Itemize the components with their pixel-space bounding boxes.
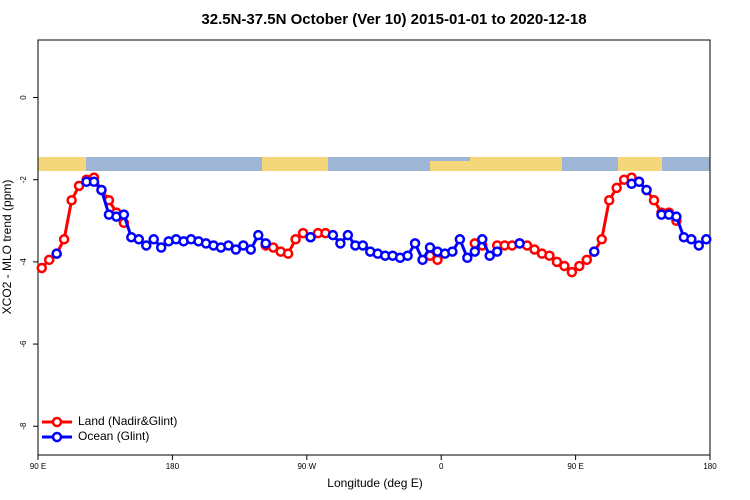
- data-point: [574, 260, 585, 272]
- data-point: [693, 240, 705, 251]
- legend-marker: [51, 416, 63, 428]
- data-point: [484, 250, 495, 261]
- data-point: [148, 234, 159, 245]
- data-point: [43, 254, 55, 266]
- data-point: [469, 246, 481, 257]
- legend-label: Ocean (Glint): [78, 429, 149, 443]
- data-point: [58, 234, 70, 245]
- data-point: [260, 238, 271, 249]
- y-tick-label: 0: [19, 95, 28, 100]
- data-point: [36, 262, 47, 274]
- data-point: [701, 234, 712, 245]
- data-point: [305, 231, 316, 243]
- data-point: [297, 227, 309, 239]
- data-point: [581, 254, 593, 266]
- x-tick-label: 180: [166, 462, 180, 471]
- data-point: [477, 234, 488, 245]
- data-point: [245, 244, 257, 255]
- y-axis-label: XCO2 - MLO trend (ppm): [0, 180, 14, 315]
- data-point: [51, 248, 62, 259]
- data-point: [529, 244, 540, 255]
- legend-marker: [51, 431, 63, 443]
- data-point: [603, 194, 615, 206]
- data-point: [432, 254, 443, 266]
- data-point: [462, 252, 473, 264]
- legend-label: Land (Nadir&Glint): [78, 414, 177, 428]
- data-point: [73, 180, 85, 192]
- data-point: [335, 238, 346, 249]
- y-tick-label: -8: [19, 422, 28, 430]
- data-point: [66, 194, 77, 206]
- data-point: [671, 211, 682, 222]
- data-point: [544, 250, 555, 261]
- data-point: [155, 242, 167, 253]
- data-point: [491, 246, 503, 257]
- data-point: [641, 184, 652, 196]
- data-point: [141, 240, 152, 251]
- data-point: [267, 242, 279, 253]
- data-point: [424, 242, 436, 253]
- data-point: [253, 229, 264, 241]
- data-point: [342, 229, 354, 241]
- data-point: [327, 229, 339, 241]
- data-point: [290, 234, 301, 245]
- data-point: [596, 234, 607, 245]
- data-point: [454, 234, 466, 245]
- data-point: [648, 194, 660, 206]
- data-point: [238, 240, 249, 251]
- data-point: [559, 260, 570, 272]
- data-point: [566, 266, 578, 278]
- chart-title: 32.5N-37.5N October (Ver 10) 2015-01-01 …: [201, 11, 586, 28]
- data-point: [357, 240, 369, 251]
- data-point: [133, 234, 145, 245]
- data-point: [282, 248, 294, 259]
- x-tick-label: 180: [703, 462, 717, 471]
- data-point: [118, 209, 130, 220]
- data-point: [417, 254, 428, 266]
- y-tick-label: -2: [19, 176, 28, 184]
- x-tick-label: 90 E: [30, 462, 46, 471]
- data-point: [447, 246, 458, 257]
- data-point: [402, 250, 413, 261]
- y-tick-label: -4: [19, 258, 28, 266]
- plot-frame: [37, 39, 711, 456]
- data-point: [611, 182, 622, 194]
- map-strip: [38, 157, 710, 171]
- data-point: [88, 176, 100, 188]
- x-tick-label: 90 W: [297, 462, 316, 471]
- data-point: [633, 176, 645, 188]
- y-tick-label: -6: [19, 340, 28, 348]
- data-point: [409, 238, 421, 249]
- data-point: [514, 238, 525, 249]
- x-axis-label: Longitude (deg E): [327, 476, 422, 490]
- data-point: [551, 256, 563, 268]
- data-point: [96, 184, 107, 196]
- data-point: [686, 234, 697, 245]
- x-tick-label: 0: [439, 462, 444, 471]
- x-tick-label: 90 E: [567, 462, 583, 471]
- data-point: [589, 246, 600, 257]
- data-point: [223, 240, 234, 251]
- data-point: [230, 244, 242, 255]
